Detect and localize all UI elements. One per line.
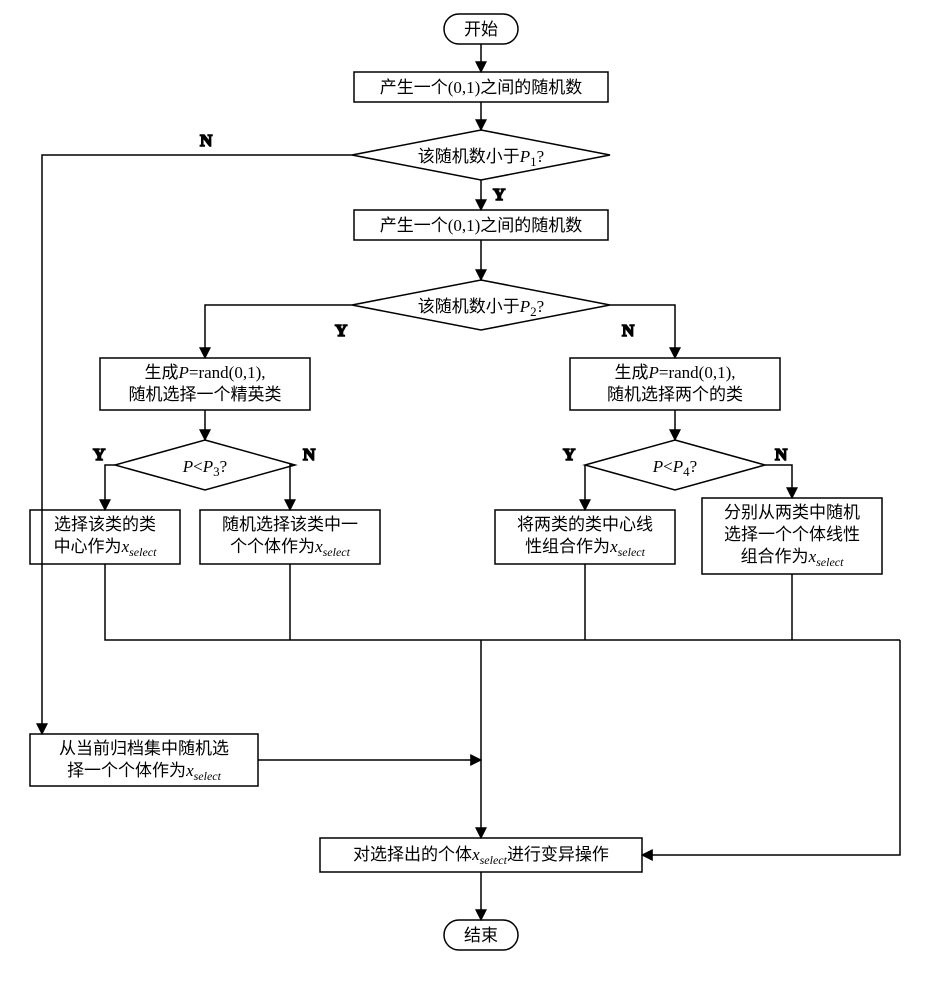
gen1-node: 产生一个(0,1)之间的随机数 <box>354 72 608 102</box>
svg-text:个个体作为xselect: 个个体作为xselect <box>230 537 351 559</box>
svg-text:开始: 开始 <box>464 20 498 39</box>
svg-text:选择该类的类: 选择该类的类 <box>54 515 156 534</box>
svg-text:生成P=rand(0,1),: 生成P=rand(0,1), <box>614 363 735 382</box>
start-node: 开始 <box>444 14 518 44</box>
svg-text:中心作为xselect: 中心作为xselect <box>54 537 158 559</box>
svg-text:将两类的类中心线: 将两类的类中心线 <box>517 515 653 534</box>
svg-text:组合作为xselect: 组合作为xselect <box>741 547 845 569</box>
mutate-node: 对选择出的个体xselect进行变异操作 <box>320 838 642 872</box>
svg-text:对选择出的个体xselect进行变异操作: 对选择出的个体xselect进行变异操作 <box>353 845 609 867</box>
svg-text:N: N <box>303 445 316 464</box>
svg-text:产生一个(0,1)之间的随机数: 产生一个(0,1)之间的随机数 <box>380 216 583 235</box>
svg-text:从当前归档集中随机选: 从当前归档集中随机选 <box>59 739 229 758</box>
left-gen-node: 生成P=rand(0,1), 随机选择一个精英类 <box>100 358 310 410</box>
svg-text:随机选择该类中一: 随机选择该类中一 <box>222 515 358 534</box>
archive-node: 从当前归档集中随机选 择一个个体作为xselect <box>30 734 258 786</box>
r-yes-node: 将两类的类中心线 性组合作为xselect <box>495 510 675 564</box>
d2-node: 该随机数小于P2? <box>352 280 610 330</box>
d4-node: P<P4? <box>585 440 765 490</box>
svg-text:生成P=rand(0,1),: 生成P=rand(0,1), <box>144 363 265 382</box>
svg-text:P<P4?: P<P4? <box>652 457 697 479</box>
svg-text:结束: 结束 <box>464 926 498 945</box>
svg-text:Y: Y <box>93 445 105 464</box>
gen2-node: 产生一个(0,1)之间的随机数 <box>354 210 608 240</box>
svg-text:该随机数小于P2?: 该随机数小于P2? <box>418 297 544 319</box>
svg-text:N: N <box>775 445 788 464</box>
svg-text:择一个个体作为xselect: 择一个个体作为xselect <box>67 761 222 783</box>
svg-text:P<P3?: P<P3? <box>182 457 227 479</box>
l-no-node: 随机选择该类中一 个个体作为xselect <box>200 510 380 564</box>
svg-text:随机选择两个的类: 随机选择两个的类 <box>607 385 743 404</box>
svg-text:N: N <box>622 321 635 340</box>
edges: Y N Y N Y N Y N <box>42 44 900 920</box>
svg-text:随机选择一个精英类: 随机选择一个精英类 <box>129 385 282 404</box>
svg-text:选择一个个体线性: 选择一个个体线性 <box>724 525 860 544</box>
svg-text:性组合作为xselect: 性组合作为xselect <box>525 537 646 559</box>
right-gen-node: 生成P=rand(0,1), 随机选择两个的类 <box>570 358 780 410</box>
r-no-node: 分别从两类中随机 选择一个个体线性 组合作为xselect <box>702 498 882 574</box>
svg-text:分别从两类中随机: 分别从两类中随机 <box>724 503 860 522</box>
svg-text:N: N <box>200 131 213 150</box>
svg-text:Y: Y <box>335 321 347 340</box>
svg-text:产生一个(0,1)之间的随机数: 产生一个(0,1)之间的随机数 <box>380 78 583 97</box>
svg-text:Y: Y <box>563 445 575 464</box>
flowchart: 开始 产生一个(0,1)之间的随机数 该随机数小于P1? 产生一个(0,1)之间… <box>0 0 950 1000</box>
l-yes-node: 选择该类的类 中心作为xselect <box>30 510 180 564</box>
svg-text:该随机数小于P1?: 该随机数小于P1? <box>418 147 544 169</box>
d3-node: P<P3? <box>115 440 295 490</box>
d1-node: 该随机数小于P1? <box>352 130 610 180</box>
svg-text:Y: Y <box>493 185 505 204</box>
end-node: 结束 <box>444 920 518 950</box>
